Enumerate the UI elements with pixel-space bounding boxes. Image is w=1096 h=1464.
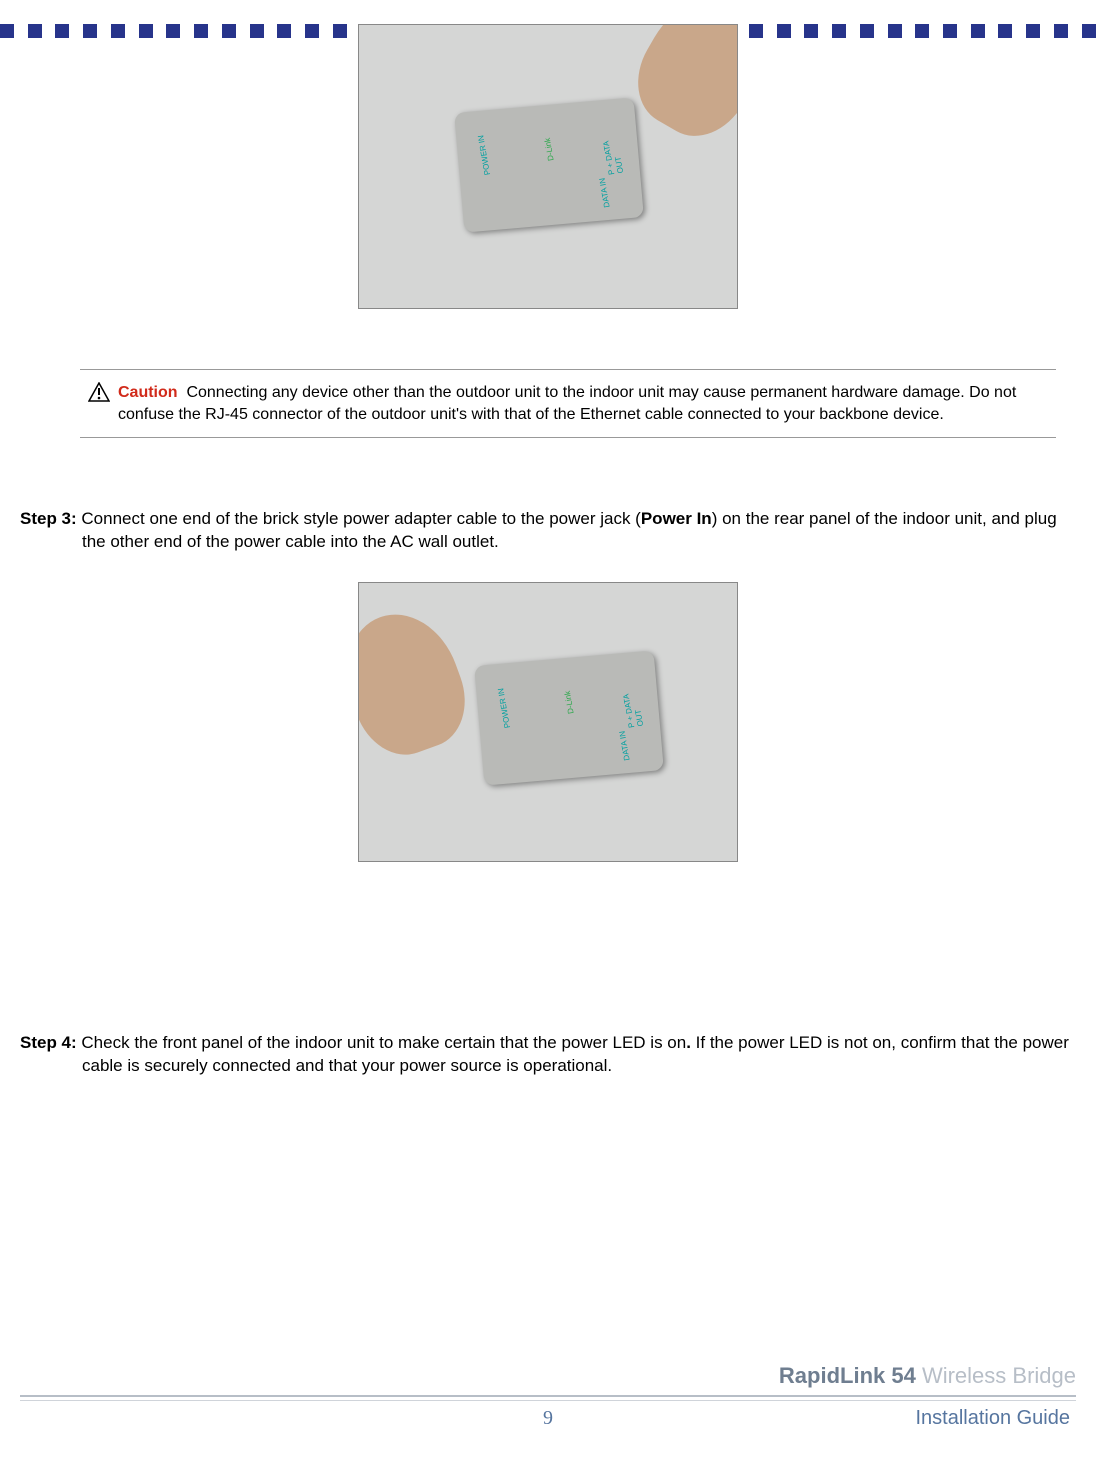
caution-callout: Caution Connecting any device other than… <box>80 369 1056 438</box>
page-footer: RapidLink 54 Wireless Bridge 9 Installat… <box>20 1363 1076 1430</box>
caution-body: Connecting any device other than the out… <box>118 384 1016 423</box>
step4-body-bold: . <box>686 1033 695 1052</box>
figure-photo-rj45: POWER IN D-Link P + DATA OUT DATA IN <box>358 24 738 309</box>
page-root: POWER IN D-Link P + DATA OUT DATA IN Cau… <box>0 24 1096 1464</box>
step4-label: Step 4: <box>20 1033 81 1052</box>
product-name: RapidLink 54 <box>779 1363 916 1388</box>
step4-body-pre: Check the front panel of the indoor unit… <box>81 1033 686 1052</box>
product-sub: Wireless Bridge <box>916 1363 1076 1388</box>
step-3: Step 3: Connect one end of the brick sty… <box>20 508 1076 554</box>
product-title-line: RapidLink 54 Wireless Bridge <box>20 1363 1076 1389</box>
figure-photo-power: POWER IN D-Link P + DATA OUT DATA IN <box>358 582 738 862</box>
warning-icon <box>88 382 110 402</box>
footer-rule-2 <box>20 1400 1076 1401</box>
step3-body-pre: Connect one end of the brick style power… <box>81 509 640 528</box>
caution-text: Caution Connecting any device other than… <box>118 382 1048 425</box>
step-4: Step 4: Check the front panel of the ind… <box>20 1032 1076 1078</box>
step3-label: Step 3: <box>20 509 81 528</box>
footer-rule-1 <box>20 1395 1076 1397</box>
caution-label: Caution <box>118 384 178 401</box>
page-number: 9 <box>374 1407 722 1430</box>
step3-body-bold: Power In <box>641 509 712 528</box>
guide-label: Installation Guide <box>722 1407 1070 1430</box>
